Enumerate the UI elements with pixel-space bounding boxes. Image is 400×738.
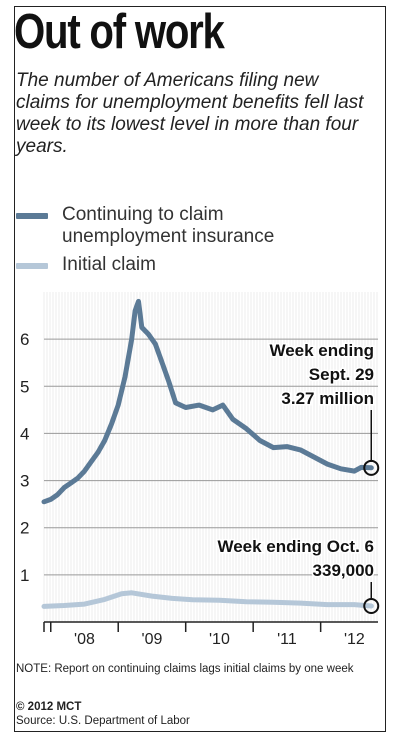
- annotation-initial-line1: Week ending Oct. 6: [217, 537, 374, 556]
- y-tick-label-3: 3: [20, 472, 29, 491]
- x-tick-label-2009: '09: [142, 631, 163, 648]
- annotation-marker-continuing: [363, 459, 380, 476]
- copyright-text: © 2012 MCT: [16, 701, 82, 713]
- x-tick-label-2011: '11: [277, 631, 297, 648]
- chart-subtitle: The number of Americans filing new claim…: [16, 70, 364, 157]
- annotation-marker-initial: [363, 598, 380, 615]
- y-tick-label-2: 2: [20, 519, 29, 538]
- legend-label-initial: Initial claim: [62, 254, 156, 275]
- legend-label-continuing-line2: unemployment insurance: [62, 226, 275, 247]
- series-line-initial: [41, 590, 374, 609]
- grid: [43, 292, 378, 622]
- chart-title: Out of work: [14, 5, 225, 59]
- y-tick-label-4: 4: [20, 424, 29, 443]
- y-axis: 1 2 3 4 5 6: [20, 330, 29, 585]
- series-group: [41, 298, 374, 609]
- y-tick-label-6: 6: [20, 330, 29, 349]
- y-tick-label-5: 5: [20, 377, 29, 396]
- legend-label-continuing-line1: Continuing to claim: [62, 204, 224, 225]
- annotation-continuing-value: 3.27 million: [281, 389, 374, 408]
- annotations: Week ending Sept. 29 3.27 million Week endi…: [216, 340, 380, 615]
- annotation-continuing-line2: Sept. 29: [309, 365, 374, 384]
- legend-swatch-continuing: [16, 213, 48, 219]
- source-text: Source: U.S. Department of Labor: [16, 715, 190, 727]
- x-tick-label-2012: '12: [344, 631, 365, 648]
- x-tick-label-2010: '10: [209, 631, 230, 648]
- x-axis: '08 '09 '10 '11 '12: [43, 621, 378, 648]
- x-tick-label-2008: '08: [74, 631, 95, 648]
- y-tick-label-1: 1: [20, 566, 29, 585]
- annotation-initial-value: 339,000: [313, 561, 374, 580]
- credit-block: © 2012 MCT Source: U.S. Department of La…: [16, 700, 190, 728]
- legend-swatch-initial: [16, 263, 48, 269]
- chart-note: NOTE: Report on continuing claims lags i…: [16, 663, 354, 675]
- series-line-continuing: [41, 298, 374, 505]
- annotation-continuing-line1: Week ending: [269, 341, 374, 360]
